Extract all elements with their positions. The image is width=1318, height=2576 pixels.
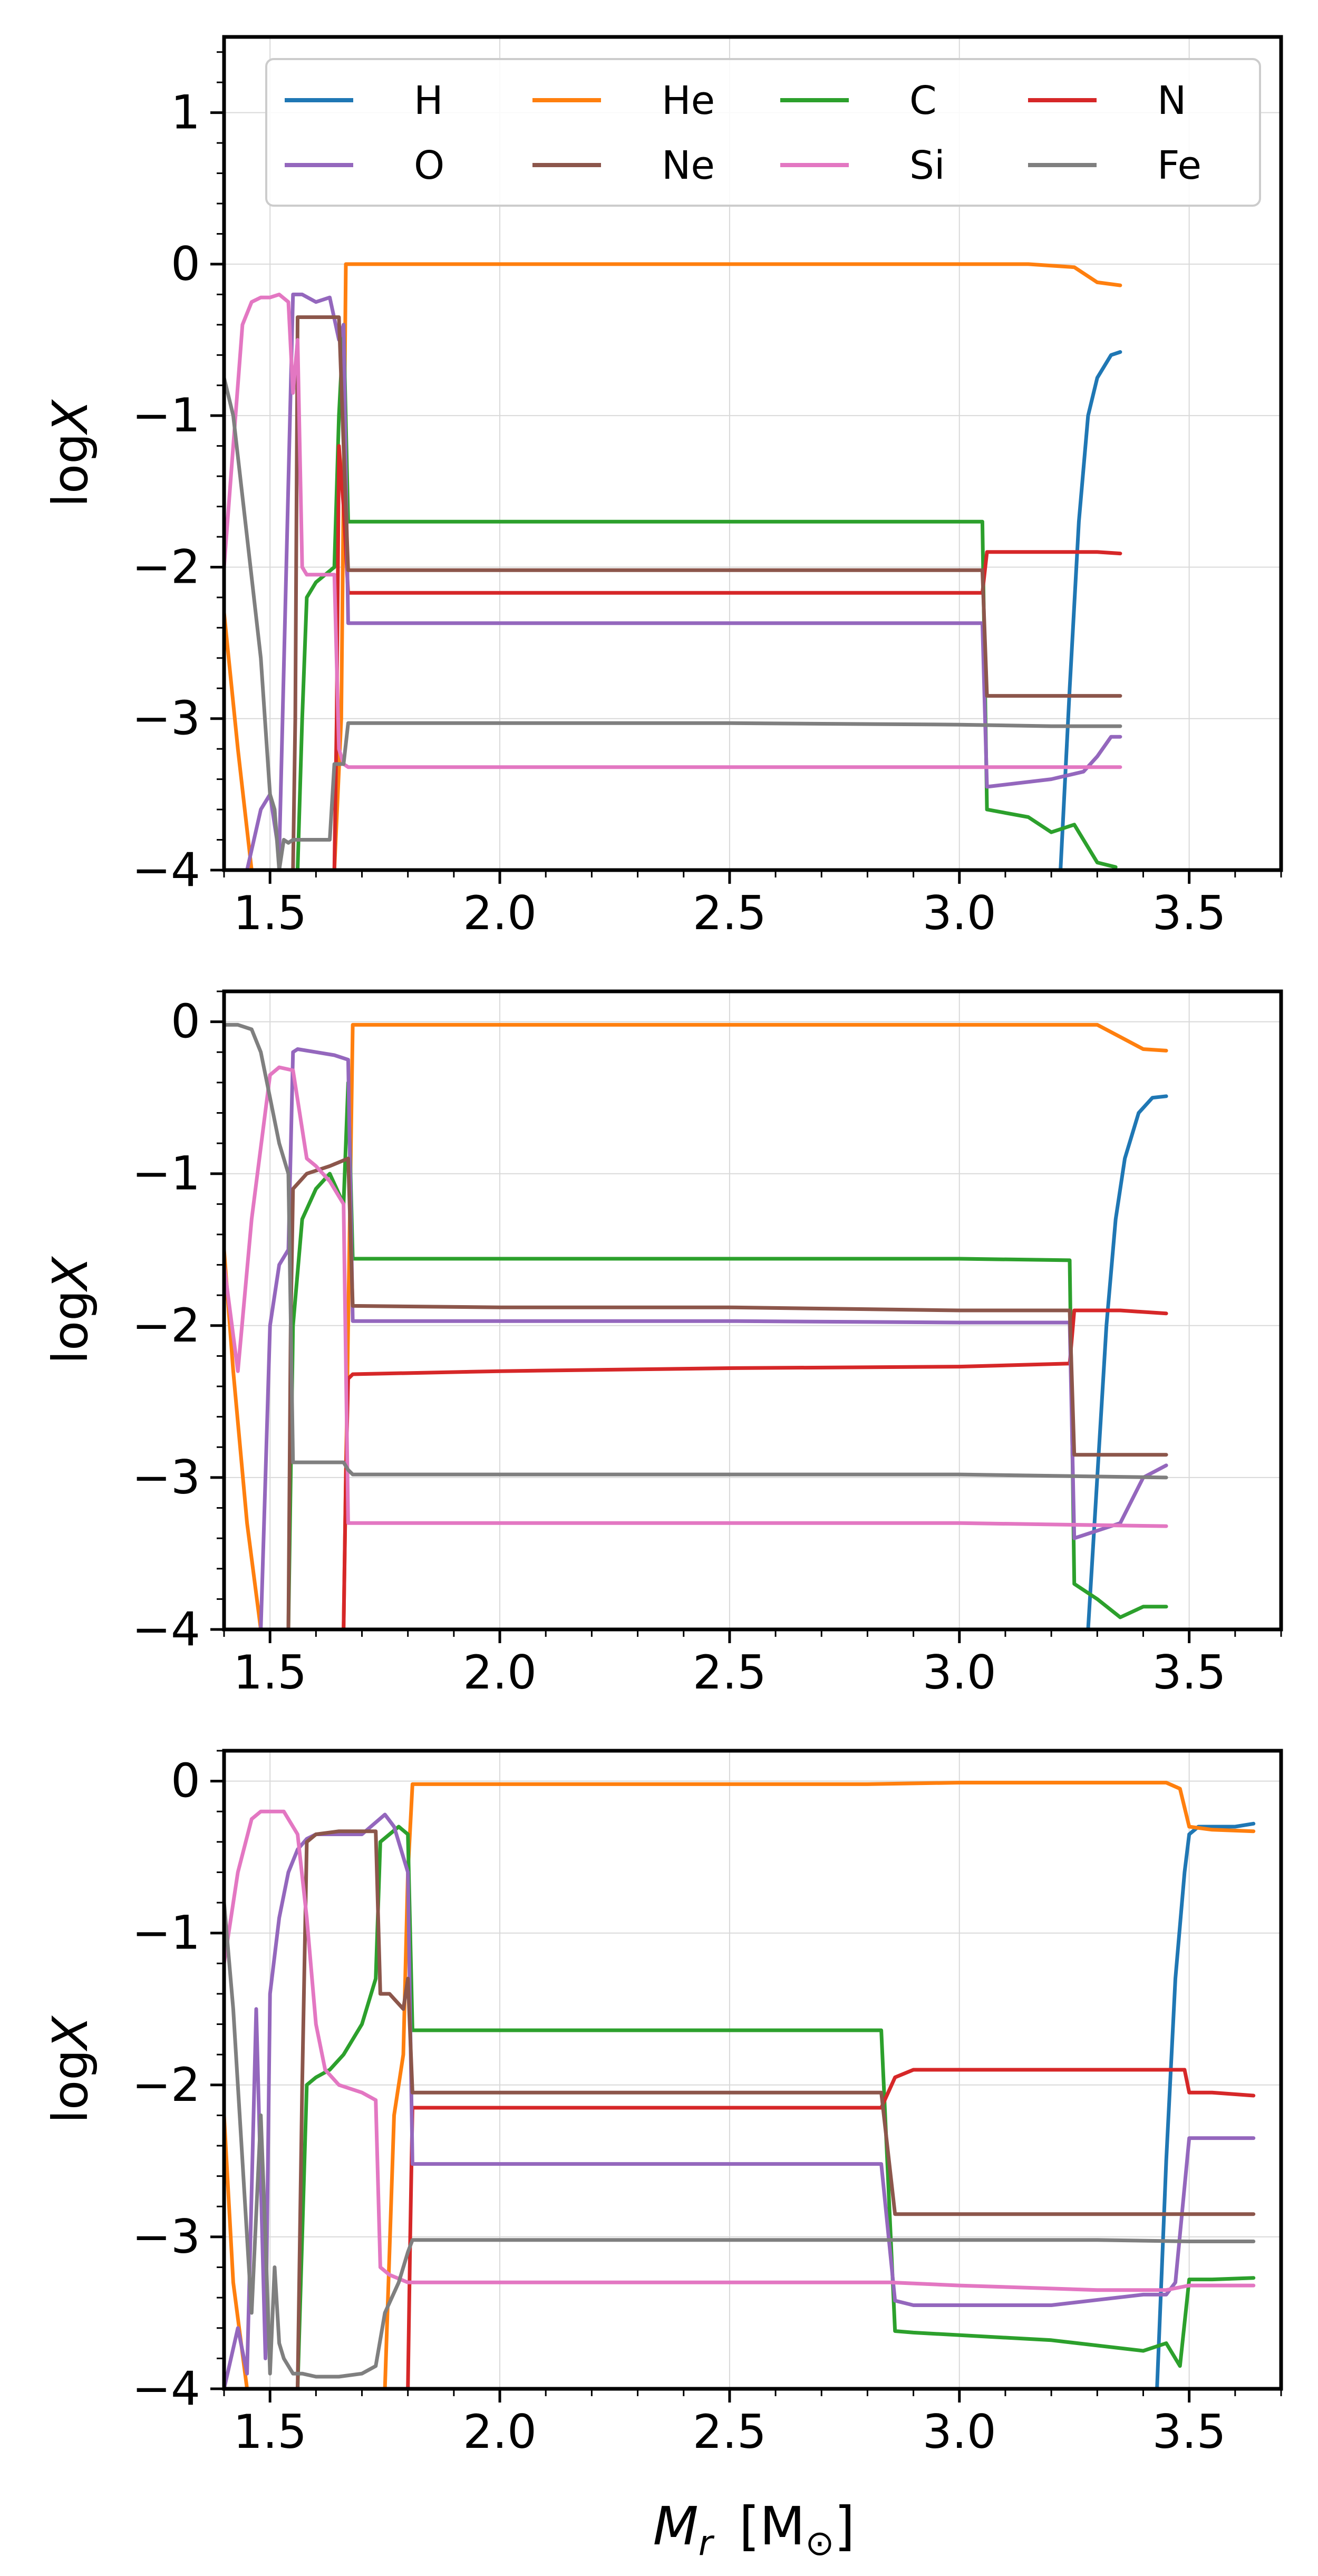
x-tick-label: 2.5 (693, 2405, 767, 2459)
y-axis-label: logX (42, 2015, 99, 2123)
series-line-n (342, 1308, 1168, 1629)
legend-label-fe: Fe (1157, 143, 1201, 188)
panel-top: 1.5 2.0 2.5 3.0 3.5 1 0 −1 −2 −3 −4 logX (42, 35, 1283, 940)
x-axis-label-unit-close: ] (835, 2495, 855, 2557)
plot-frame (222, 989, 1283, 1632)
series-line-o (224, 292, 1122, 870)
x-axis-label-main: M (653, 2495, 698, 2557)
y-tick-label: 0 (171, 995, 200, 1049)
legend-label-c: C (909, 78, 937, 123)
y-tick-label: −4 (132, 843, 200, 897)
x-axis-label-unit-sub: ⊙ (805, 2523, 834, 2563)
series-line-ne (286, 1156, 1168, 1629)
legend-label-si: Si (909, 143, 945, 188)
series-line-o (259, 1047, 1168, 1629)
series-line-n (332, 444, 1122, 870)
plot-frame (222, 1749, 1283, 2391)
x-tick-label: 3.5 (1152, 2405, 1226, 2459)
series-line-h (1086, 1094, 1168, 1629)
x-tick-label: 3.5 (1152, 886, 1226, 940)
y-tick-label: −2 (132, 539, 200, 594)
y-tick-label: −2 (132, 1298, 200, 1353)
series-line-ne (296, 1829, 1256, 2389)
series-group (224, 262, 1122, 870)
x-tick-label: 2.0 (463, 1645, 537, 1700)
x-axis-label-sub: r (699, 2523, 715, 2563)
x-axis-label-unit: [M (739, 2495, 805, 2557)
series-line-fe (224, 375, 1122, 870)
x-tick-label: 3.0 (923, 1645, 996, 1700)
series-line-fe (224, 1900, 1256, 2379)
y-tick-label: −1 (132, 1906, 200, 1960)
y-axis-label-var: X (42, 1256, 99, 1292)
y-axis-label: logX (42, 1256, 99, 1364)
panel-bottom: 1.5 2.0 2.5 3.0 3.5 0 −1 −2 −3 −4 logX (42, 1749, 1283, 2459)
series-line-he (224, 1022, 1168, 1629)
series-line-h (1059, 350, 1122, 870)
legend-box (265, 58, 1261, 207)
series-line-n (406, 2068, 1256, 2389)
y-tick-label: −2 (132, 2058, 200, 2112)
series-line-si (224, 1065, 1168, 1528)
y-tick-label: 0 (171, 1754, 200, 1808)
series-line-o (224, 1812, 1256, 2389)
x-tick-label: 1.5 (233, 1645, 307, 1700)
series-line-si (224, 1809, 1256, 2292)
series-line-c (296, 1825, 1256, 2389)
series-line-si (224, 292, 1122, 769)
x-tick-label: 3.0 (923, 886, 996, 940)
y-axis-label: logX (42, 399, 99, 507)
x-tick-label: 2.5 (693, 1645, 767, 1700)
y-tick-label: −4 (132, 2361, 200, 2416)
series-line-h (1155, 1821, 1256, 2389)
y-axis-label-prefix: log (42, 2049, 99, 2123)
grid (224, 991, 1281, 1630)
x-tick-label: 2.0 (463, 886, 537, 940)
x-tick-label: 2.5 (693, 886, 767, 940)
y-tick-label: −1 (132, 388, 200, 442)
series-group (224, 1022, 1168, 1629)
legend-label-n: N (1157, 78, 1186, 123)
y-tick-label: −1 (132, 1146, 200, 1201)
series-line-c (286, 1080, 1168, 1629)
legend-label-o: O (414, 143, 444, 188)
y-tick-label: 1 (171, 85, 200, 140)
x-tick-label: 1.5 (233, 2405, 307, 2459)
legend-label-he: He (662, 78, 715, 123)
x-tick-label: 3.0 (923, 2405, 996, 2459)
panel-middle: 1.5 2.0 2.5 3.0 3.5 0 −1 −2 −3 −4 logX (42, 989, 1283, 1700)
series-line-ne (291, 315, 1122, 870)
x-axis-label: Mr [M⊙] (653, 2495, 855, 2563)
series-line-fe (224, 1022, 1168, 1480)
series-group (224, 1781, 1256, 2389)
series-line-he (224, 1781, 1256, 2389)
y-axis-label-prefix: log (42, 1290, 99, 1364)
y-tick-label: −3 (132, 691, 200, 746)
y-tick-label: −3 (132, 2210, 200, 2264)
y-axis-label-var: X (42, 399, 99, 435)
y-tick-label: −3 (132, 1450, 200, 1504)
legend-label-ne: Ne (662, 143, 715, 188)
x-tick-label: 3.5 (1152, 1645, 1226, 1700)
x-tick-label: 1.5 (233, 886, 307, 940)
y-tick-label: 0 (171, 237, 200, 291)
legend: H He C N O Ne Si Fe (265, 58, 1261, 207)
y-axis-label-var: X (42, 2015, 99, 2051)
plot-frame (222, 35, 1283, 872)
y-axis-label-prefix: log (42, 433, 99, 507)
y-tick-label: −4 (132, 1602, 200, 1656)
x-tick-label: 2.0 (463, 2405, 537, 2459)
series-line-c (296, 323, 1118, 870)
legend-label-h: H (414, 78, 443, 123)
